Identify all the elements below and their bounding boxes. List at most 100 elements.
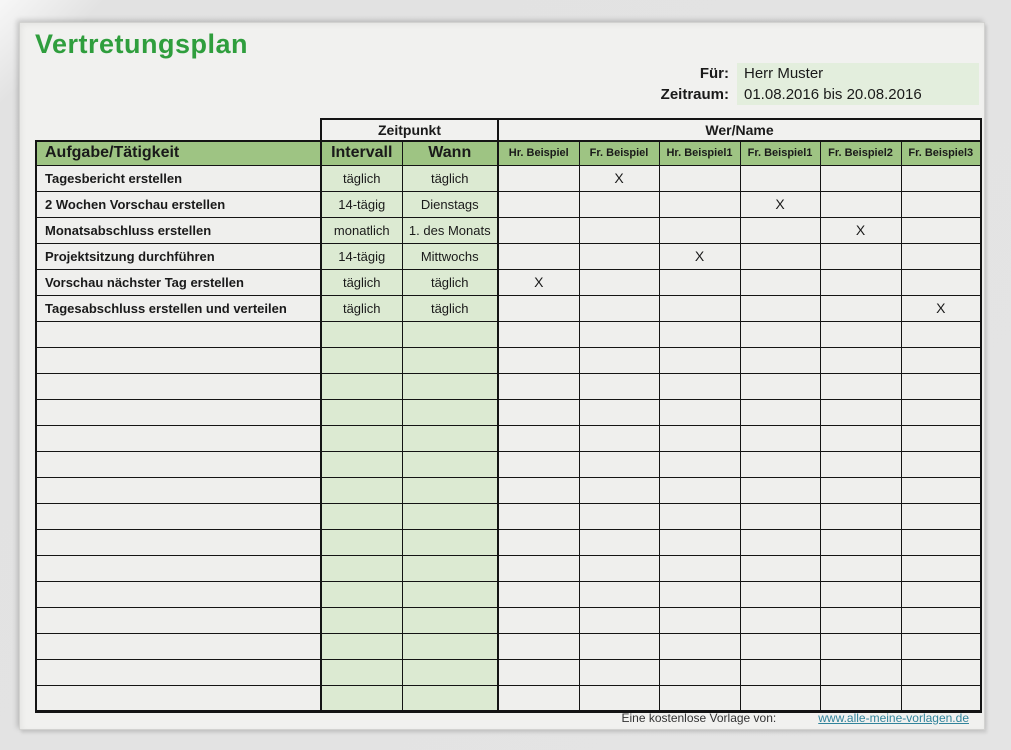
task-cell[interactable] bbox=[35, 580, 322, 608]
wann-cell[interactable] bbox=[401, 528, 499, 556]
footer-link[interactable]: www.alle-meine-vorlagen.de bbox=[818, 711, 969, 725]
mark-cell[interactable] bbox=[819, 346, 902, 374]
mark-cell[interactable] bbox=[658, 476, 741, 504]
mark-cell[interactable] bbox=[497, 450, 580, 478]
mark-cell[interactable] bbox=[819, 502, 902, 530]
intervall-cell[interactable]: 14-tägig bbox=[320, 190, 403, 218]
mark-cell[interactable] bbox=[819, 658, 902, 686]
mark-cell[interactable] bbox=[900, 450, 982, 478]
task-cell[interactable]: Vorschau nächster Tag erstellen bbox=[35, 268, 322, 296]
wann-cell[interactable] bbox=[401, 606, 499, 634]
intervall-cell[interactable] bbox=[320, 398, 403, 426]
intervall-cell[interactable] bbox=[320, 320, 403, 348]
mark-cell[interactable] bbox=[658, 294, 741, 322]
wann-cell[interactable]: täglich bbox=[401, 268, 499, 296]
mark-cell[interactable] bbox=[739, 684, 821, 713]
mark-cell[interactable] bbox=[578, 606, 660, 634]
wann-cell[interactable] bbox=[401, 684, 499, 713]
mark-cell[interactable] bbox=[819, 476, 902, 504]
intervall-cell[interactable]: täglich bbox=[320, 164, 403, 192]
mark-cell[interactable] bbox=[900, 372, 982, 400]
mark-cell[interactable] bbox=[900, 632, 982, 660]
mark-cell[interactable] bbox=[819, 684, 902, 713]
mark-cell[interactable] bbox=[739, 424, 821, 452]
mark-cell[interactable] bbox=[739, 658, 821, 686]
intervall-cell[interactable]: täglich bbox=[320, 268, 403, 296]
mark-cell[interactable] bbox=[900, 658, 982, 686]
intervall-cell[interactable] bbox=[320, 580, 403, 608]
mark-cell[interactable] bbox=[578, 398, 660, 426]
mark-cell[interactable] bbox=[900, 684, 982, 713]
wann-cell[interactable] bbox=[401, 450, 499, 478]
mark-cell[interactable]: X bbox=[900, 294, 982, 322]
mark-cell[interactable] bbox=[658, 502, 741, 530]
wann-cell[interactable] bbox=[401, 476, 499, 504]
task-cell[interactable]: Projektsitzung durchführen bbox=[35, 242, 322, 270]
mark-cell[interactable] bbox=[497, 164, 580, 192]
mark-cell[interactable] bbox=[578, 580, 660, 608]
mark-cell[interactable] bbox=[497, 190, 580, 218]
mark-cell[interactable] bbox=[819, 268, 902, 296]
mark-cell[interactable] bbox=[819, 320, 902, 348]
mark-cell[interactable] bbox=[900, 606, 982, 634]
mark-cell[interactable] bbox=[578, 320, 660, 348]
mark-cell[interactable] bbox=[900, 424, 982, 452]
mark-cell[interactable] bbox=[658, 632, 741, 660]
mark-cell[interactable] bbox=[497, 658, 580, 686]
mark-cell[interactable] bbox=[658, 372, 741, 400]
mark-cell[interactable] bbox=[658, 450, 741, 478]
mark-cell[interactable] bbox=[819, 242, 902, 270]
mark-cell[interactable] bbox=[658, 164, 741, 192]
intervall-cell[interactable] bbox=[320, 450, 403, 478]
task-cell[interactable] bbox=[35, 320, 322, 348]
task-cell[interactable] bbox=[35, 554, 322, 582]
mark-cell[interactable] bbox=[819, 450, 902, 478]
mark-cell[interactable] bbox=[819, 372, 902, 400]
mark-cell[interactable] bbox=[578, 268, 660, 296]
mark-cell[interactable] bbox=[900, 554, 982, 582]
mark-cell[interactable] bbox=[819, 554, 902, 582]
task-cell[interactable] bbox=[35, 528, 322, 556]
mark-cell[interactable] bbox=[739, 398, 821, 426]
wann-cell[interactable]: täglich bbox=[401, 164, 499, 192]
intervall-cell[interactable]: 14-tägig bbox=[320, 242, 403, 270]
mark-cell[interactable] bbox=[819, 528, 902, 556]
mark-cell[interactable] bbox=[900, 346, 982, 374]
intervall-cell[interactable] bbox=[320, 554, 403, 582]
mark-cell[interactable] bbox=[578, 502, 660, 530]
mark-cell[interactable]: X bbox=[739, 190, 821, 218]
task-cell[interactable]: Tagesabschluss erstellen und verteilen bbox=[35, 294, 322, 322]
wann-cell[interactable]: Mittwochs bbox=[401, 242, 499, 270]
task-cell[interactable] bbox=[35, 398, 322, 426]
mark-cell[interactable] bbox=[900, 398, 982, 426]
task-cell[interactable]: Tagesbericht erstellen bbox=[35, 164, 322, 192]
intervall-cell[interactable] bbox=[320, 606, 403, 634]
mark-cell[interactable] bbox=[497, 320, 580, 348]
mark-cell[interactable] bbox=[658, 606, 741, 634]
task-cell[interactable]: 2 Wochen Vorschau erstellen bbox=[35, 190, 322, 218]
mark-cell[interactable] bbox=[819, 294, 902, 322]
mark-cell[interactable] bbox=[658, 346, 741, 374]
wann-cell[interactable]: Dienstags bbox=[401, 190, 499, 218]
mark-cell[interactable] bbox=[739, 320, 821, 348]
mark-cell[interactable] bbox=[739, 268, 821, 296]
mark-cell[interactable] bbox=[578, 554, 660, 582]
mark-cell[interactable] bbox=[900, 320, 982, 348]
intervall-cell[interactable] bbox=[320, 424, 403, 452]
mark-cell[interactable] bbox=[578, 346, 660, 374]
task-cell[interactable] bbox=[35, 684, 322, 713]
task-cell[interactable] bbox=[35, 476, 322, 504]
mark-cell[interactable] bbox=[578, 216, 660, 244]
mark-cell[interactable] bbox=[819, 190, 902, 218]
mark-cell[interactable] bbox=[739, 632, 821, 660]
zeitraum-value-cell[interactable]: 01.08.2016 bis 20.08.2016 bbox=[737, 84, 979, 105]
mark-cell[interactable]: X bbox=[819, 216, 902, 244]
mark-cell[interactable] bbox=[819, 398, 902, 426]
mark-cell[interactable] bbox=[578, 528, 660, 556]
mark-cell[interactable] bbox=[658, 216, 741, 244]
wann-cell[interactable] bbox=[401, 424, 499, 452]
wann-cell[interactable] bbox=[401, 632, 499, 660]
mark-cell[interactable] bbox=[578, 242, 660, 270]
intervall-cell[interactable] bbox=[320, 632, 403, 660]
mark-cell[interactable] bbox=[900, 528, 982, 556]
